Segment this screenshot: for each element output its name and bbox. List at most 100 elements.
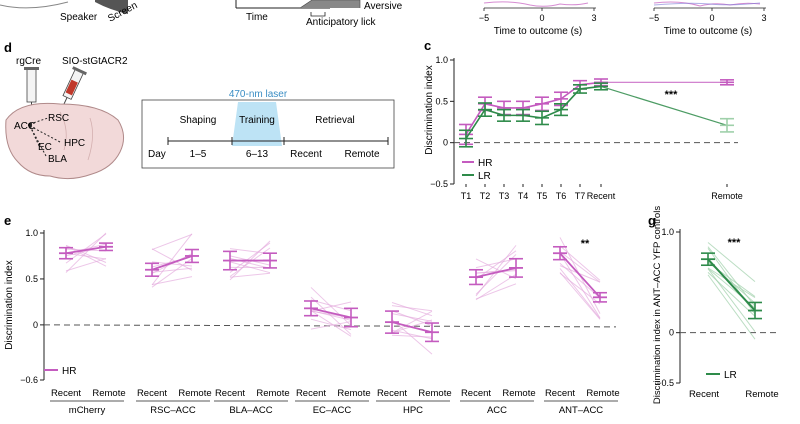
plot1-xlabel: Time to outcome (s) xyxy=(494,26,583,37)
panel-e-xtick-recent: Recent xyxy=(51,388,81,399)
top-strip: Speaker Screen Time Aversive Anticipator… xyxy=(0,0,767,37)
panel-c-ytick-label: 0 xyxy=(443,138,448,148)
panel-e-xtick-remote: Remote xyxy=(92,388,125,399)
aversive-block xyxy=(300,0,360,8)
panel-c-line-lr xyxy=(466,86,601,138)
plot2-xlabel: Time to outcome (s) xyxy=(664,26,753,37)
day-recent: Recent xyxy=(290,149,322,160)
region-acc: ACC xyxy=(14,121,35,132)
panel-g-significance: *** xyxy=(728,237,742,249)
panel-e-xtick-recent: Recent xyxy=(296,388,326,399)
panel-g-individual-line xyxy=(708,248,755,314)
panel-c-letter: c xyxy=(424,38,431,53)
anticipatory-lick-label: Anticipatory lick xyxy=(306,17,376,28)
panel-c-significance: *** xyxy=(665,89,679,101)
panel-e-xtick-remote: Remote xyxy=(256,388,289,399)
panel-e-individual-line xyxy=(392,306,432,311)
panel-g-legend-lr: LR xyxy=(724,370,737,381)
panel-d: d rgCre SIO-stGtACR2 xyxy=(4,40,394,179)
panel-e-group-label: mCherry xyxy=(69,405,106,416)
panel-e-xtick-remote: Remote xyxy=(502,388,535,399)
panel-e: e Discrimination index 1.0 0.5 0 −0.6 Recent… xyxy=(4,213,620,416)
time-label: Time xyxy=(246,12,268,23)
panel-e-xtick-remote: Remote xyxy=(586,388,619,399)
panel-c-ytick-label: 0.5 xyxy=(435,96,448,106)
phase-shaping: Shaping xyxy=(180,115,217,126)
panel-d-letter: d xyxy=(4,40,12,55)
panel-c-ylabel: Discrimination index xyxy=(424,65,435,154)
speaker-label: Speaker xyxy=(60,12,98,23)
panel-e-ylabel: Discrimination index xyxy=(4,260,15,349)
plot2-tick-0: 0 xyxy=(709,13,714,23)
day-range-1: 1–5 xyxy=(190,149,207,160)
plot1-tick-0: 0 xyxy=(539,13,544,23)
panel-g-ytick-label: 0 xyxy=(669,328,674,338)
panel-e-xtick-recent: Recent xyxy=(215,388,245,399)
virus2-label: SIO-stGtACR2 xyxy=(62,56,128,67)
panel-c-xtick-label-t3: T3 xyxy=(499,191,510,201)
laser-label: 470-nm laser xyxy=(229,89,288,100)
panel-g: g Discrimination index in ANT–ACC YFP co… xyxy=(648,206,780,404)
plot1-tick-3: 3 xyxy=(591,13,596,23)
panel-g-individual-line xyxy=(708,269,755,332)
panel-e-individual-line xyxy=(392,303,432,316)
lick-trace-plot-1: −5 0 3 Time to outcome (s) xyxy=(479,2,597,37)
panel-e-group-label: HPC xyxy=(403,405,423,416)
panel-c-xtick-label-t4: T4 xyxy=(518,191,529,201)
panel-e-ytick-label: 1.0 xyxy=(25,228,38,238)
panel-e-xtick-recent: Recent xyxy=(137,388,167,399)
phase-retrieval: Retrieval xyxy=(315,115,354,126)
panel-c-xtick-label-t7: T7 xyxy=(575,191,586,201)
panel-e-individual-line xyxy=(476,259,516,268)
panel-e-xtick-recent: Recent xyxy=(461,388,491,399)
panel-e-ytick-label: 0.5 xyxy=(25,274,38,284)
panel-c-ytick-label: −0.5 xyxy=(430,179,448,189)
panel-c-xtick-label-recent: Recent xyxy=(587,191,616,201)
panel-e-legend-hr: HR xyxy=(62,366,76,377)
panel-e-ytick-label: −0.6 xyxy=(20,375,38,385)
panel-c-legend-hr: HR xyxy=(478,158,492,169)
phase-training: Training xyxy=(239,115,275,126)
panel-e-xtick-remote: Remote xyxy=(418,388,451,399)
panel-c-xtick-label-remote: Remote xyxy=(711,191,743,201)
region-hpc: HPC xyxy=(64,138,85,149)
panel-e-xtick-remote: Remote xyxy=(337,388,370,399)
panel-e-xtick-recent: Recent xyxy=(545,388,575,399)
virus1-label: rgCre xyxy=(16,56,41,67)
plot2-tick-3: 3 xyxy=(761,13,766,23)
panel-e-group-label: ANT–ACC xyxy=(559,405,603,416)
lick-bracket xyxy=(311,12,325,16)
speaker-outline xyxy=(0,2,68,8)
panel-g-individual-line xyxy=(708,247,755,307)
panel-e-letter: e xyxy=(4,213,11,228)
panel-e-group-label: RSC–ACC xyxy=(150,405,196,416)
panel-e-xtick-remote: Remote xyxy=(178,388,211,399)
panel-e-individual-line xyxy=(230,248,270,276)
panel-c-xtick-label-t6: T6 xyxy=(556,191,567,201)
panel-e-significance: ** xyxy=(581,238,590,250)
lick-trace-plot-2: −5 0 3 Time to outcome (s) xyxy=(649,2,767,37)
day-label: Day xyxy=(148,149,166,160)
panel-c-xtick-label-t5: T5 xyxy=(537,191,548,201)
panel-e-ytick-label: 0 xyxy=(33,320,38,330)
panel-g-xtick-remote: Remote xyxy=(745,389,778,400)
panel-c-ytick-label: 1.0 xyxy=(435,55,448,65)
panel-e-group-label: EC–ACC xyxy=(313,405,352,416)
day-remote: Remote xyxy=(344,149,379,160)
panel-c-legend-lr: LR xyxy=(478,171,491,182)
region-ec: EC xyxy=(38,142,52,153)
plot1-tick-neg5: −5 xyxy=(479,13,489,23)
panel-g-individual-line xyxy=(708,268,755,298)
plot2-tick-neg5: −5 xyxy=(649,13,659,23)
panel-e-individual-line xyxy=(476,284,516,299)
panel-g-ytick-label: 1.0 xyxy=(661,227,674,237)
panel-e-individual-line xyxy=(152,234,192,285)
day-range-2: 6–13 xyxy=(246,149,269,160)
panel-g-xtick-recent: Recent xyxy=(689,389,719,400)
region-rsc: RSC xyxy=(48,113,69,124)
panel-c-xtick-label-t2: T2 xyxy=(480,191,491,201)
region-bla: BLA xyxy=(48,154,67,165)
